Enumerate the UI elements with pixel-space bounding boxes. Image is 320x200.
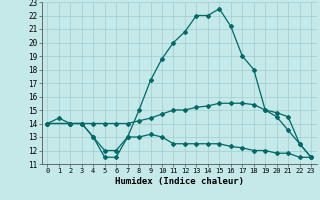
X-axis label: Humidex (Indice chaleur): Humidex (Indice chaleur): [115, 177, 244, 186]
